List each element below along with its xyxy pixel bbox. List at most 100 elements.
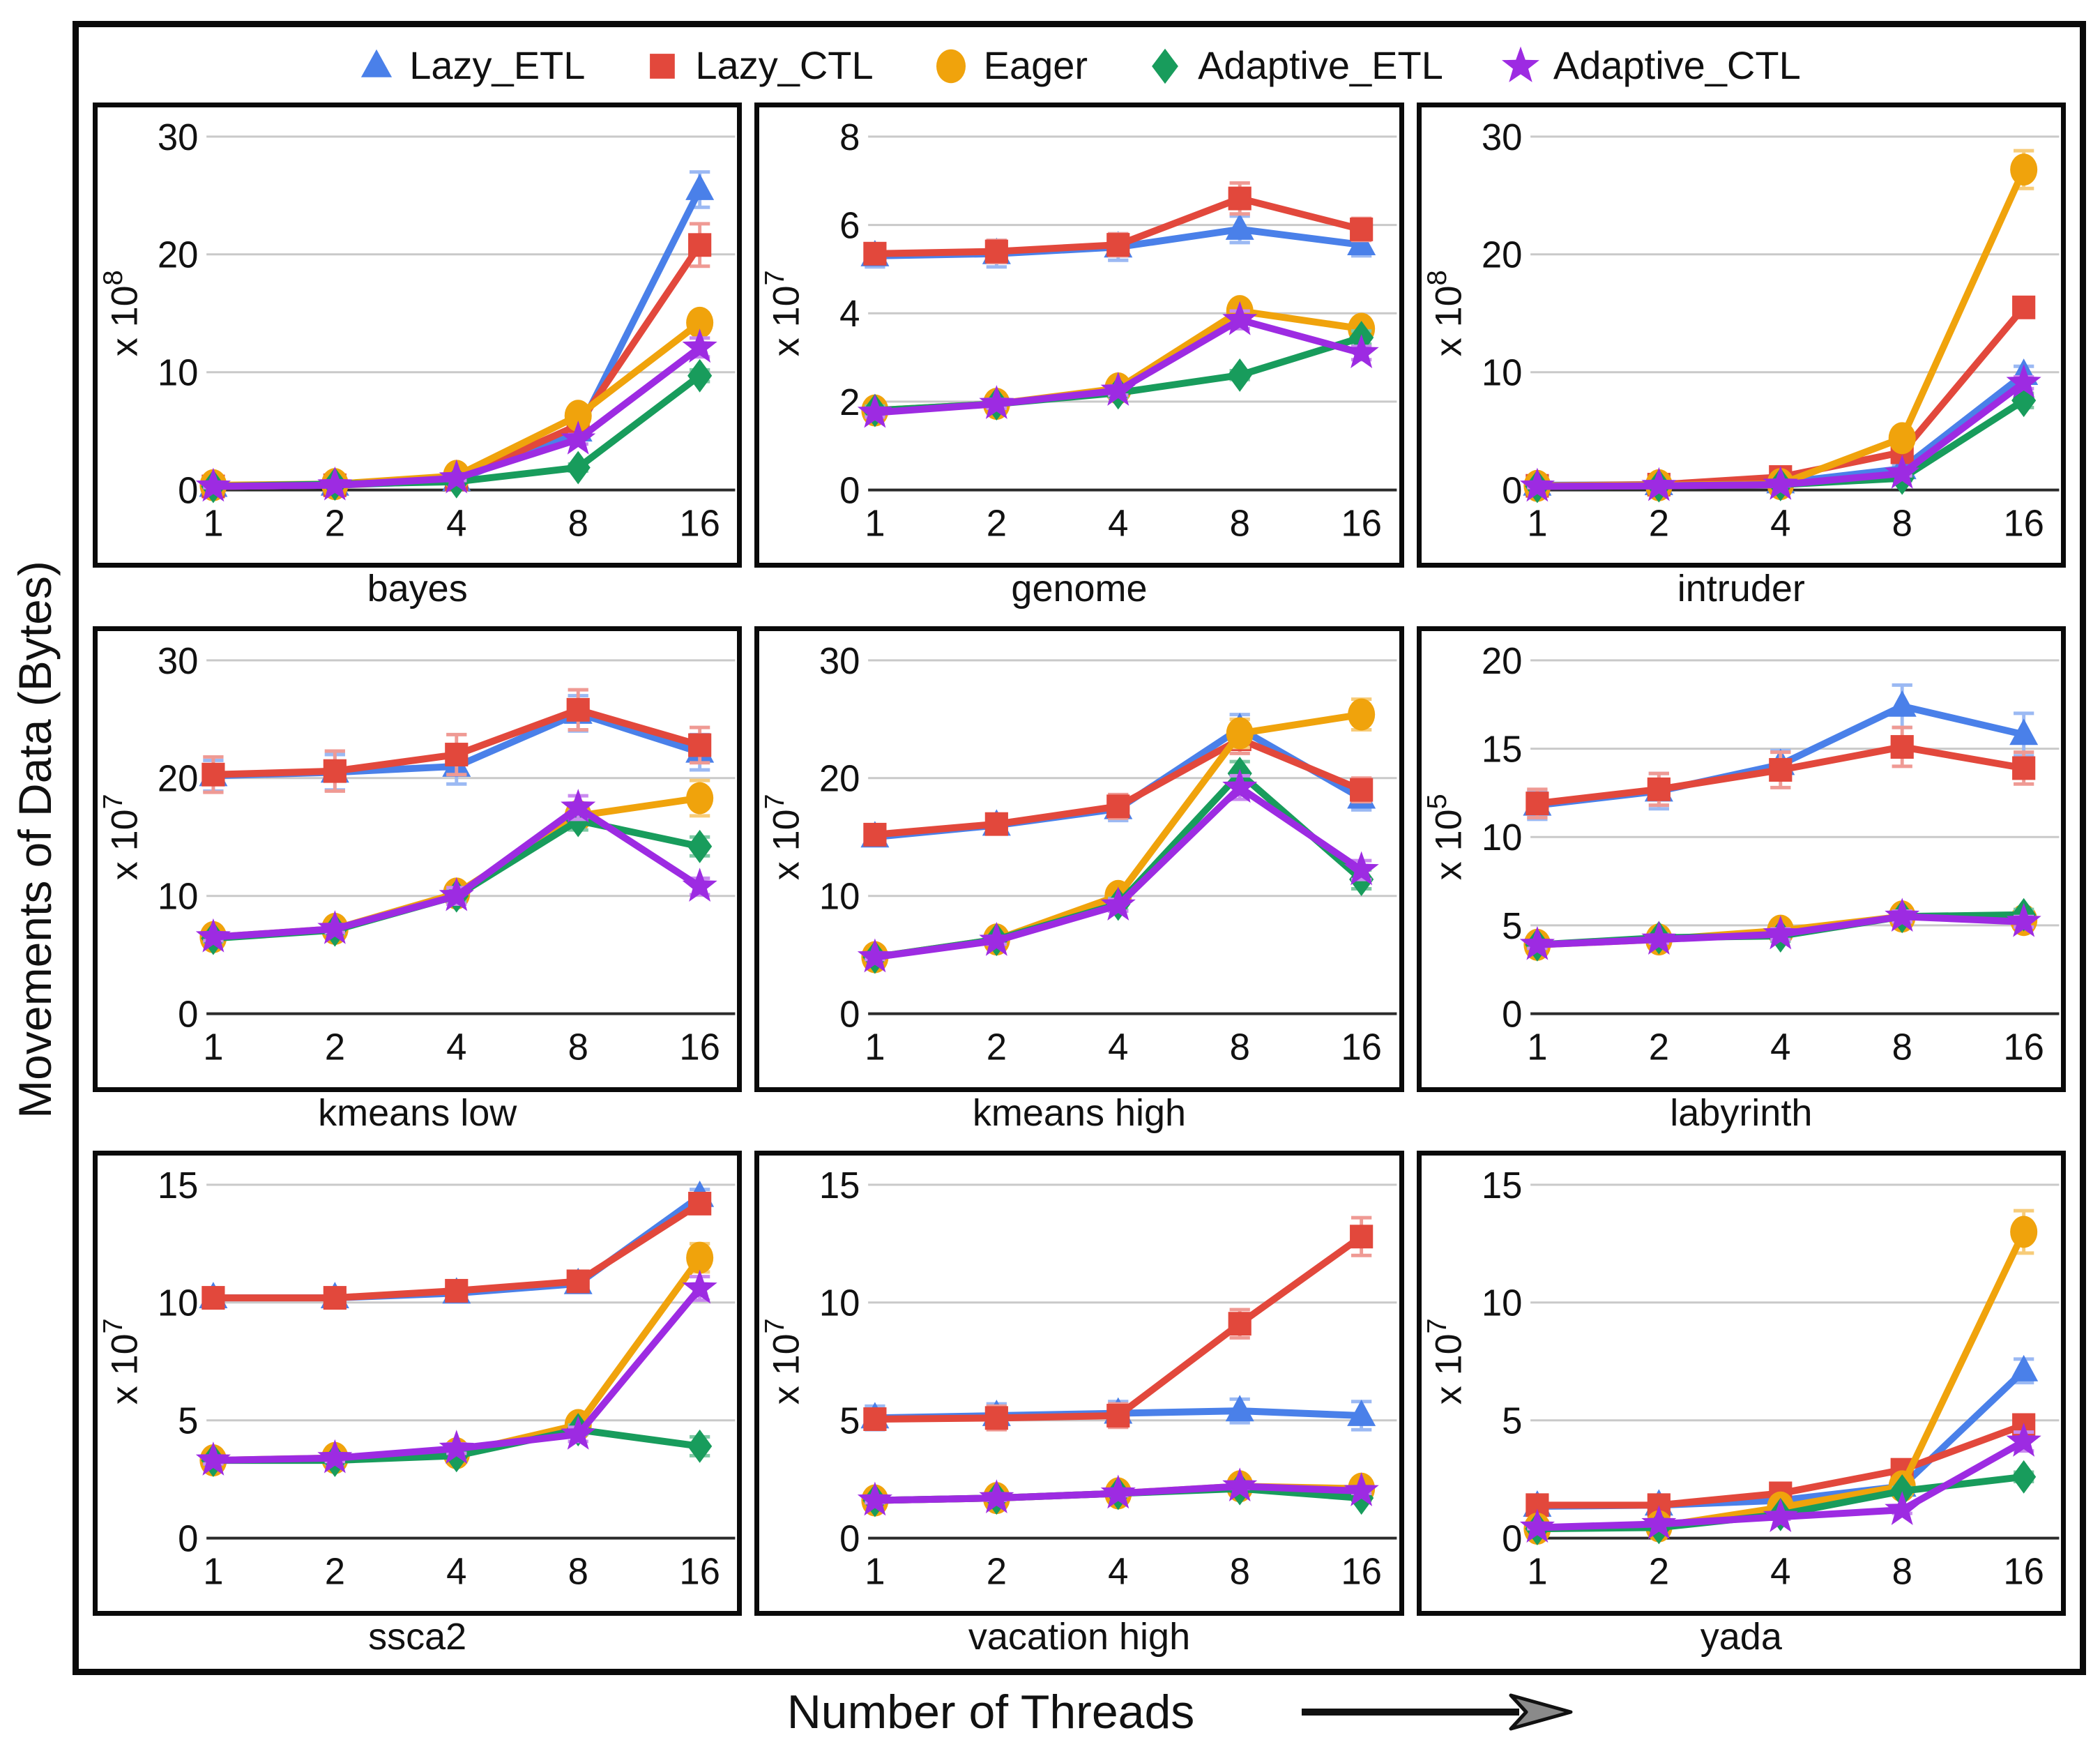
svg-text:10: 10 xyxy=(1481,817,1522,859)
subplot-genome: 0 2 4 6 8 1 2 4 8 16 x 107 genome xyxy=(754,103,1404,611)
plot-frame: 0 5 10 15 20 1 2 4 8 16 x 105 xyxy=(1416,626,2066,1092)
subplot-title: kmeans low xyxy=(318,1091,517,1134)
svg-text:1: 1 xyxy=(865,503,885,545)
svg-text:8: 8 xyxy=(568,1027,588,1068)
svg-text:8: 8 xyxy=(1230,1027,1250,1068)
svg-text:15: 15 xyxy=(158,1165,199,1206)
svg-text:2: 2 xyxy=(325,1027,345,1068)
svg-text:10: 10 xyxy=(1481,1282,1522,1324)
chart-canvas: 0 10 20 30 1 2 4 8 16 x 108 xyxy=(1422,116,2060,545)
svg-text:30: 30 xyxy=(158,641,199,683)
svg-text:30: 30 xyxy=(1481,116,1522,158)
svg-text:4: 4 xyxy=(1108,1027,1128,1068)
subplot-title: yada xyxy=(1700,1615,1782,1658)
legend-label: Eager xyxy=(983,43,1088,87)
svg-text:4: 4 xyxy=(1770,1027,1790,1068)
series-Lazy_CTL xyxy=(201,688,712,794)
triangle-marker-icon xyxy=(358,46,395,84)
svg-text:x 107: x 107 xyxy=(760,794,807,881)
svg-text:15: 15 xyxy=(1481,1165,1522,1206)
svg-text:4: 4 xyxy=(1770,503,1790,545)
svg-text:4: 4 xyxy=(1770,1551,1790,1593)
svg-text:16: 16 xyxy=(679,1027,720,1068)
svg-text:15: 15 xyxy=(1481,729,1522,771)
svg-text:20: 20 xyxy=(819,759,860,801)
x-axis-label-row: Number of Threads xyxy=(132,1681,2100,1743)
svg-text:8: 8 xyxy=(568,503,588,545)
svg-text:8: 8 xyxy=(1230,503,1250,545)
svg-text:8: 8 xyxy=(1892,503,1912,545)
subplot-bayes: 0 10 20 30 1 2 4 8 16 x 108 bayes xyxy=(93,103,743,611)
subplot-grid: 0 10 20 30 1 2 4 8 16 x 108 bayes 0 2 4 6 8 1 2 4 8 16 x 10… xyxy=(79,98,2080,1669)
svg-text:2: 2 xyxy=(987,1027,1007,1068)
svg-text:30: 30 xyxy=(819,641,860,683)
series-Adaptive_CTL xyxy=(195,1269,717,1476)
svg-text:4: 4 xyxy=(446,1027,466,1068)
legend-item-adaptive-ctl: Adaptive_CTL xyxy=(1501,43,1801,88)
y-axis-label: Movements of Data (Bytes) xyxy=(9,561,61,1119)
series-Adaptive_CTL xyxy=(1519,363,2041,502)
series-Adaptive_ETL xyxy=(862,757,1374,974)
series-Lazy_CTL xyxy=(1525,725,2035,820)
chart-canvas: 0 5 10 15 1 2 4 8 16 x 107 xyxy=(98,1165,736,1593)
svg-text:16: 16 xyxy=(2003,503,2044,545)
svg-text:8: 8 xyxy=(1892,1027,1912,1068)
svg-text:4: 4 xyxy=(446,503,466,545)
legend-label: Lazy_ETL xyxy=(409,43,586,87)
square-marker-icon xyxy=(644,46,681,84)
svg-text:10: 10 xyxy=(158,1282,199,1324)
svg-text:20: 20 xyxy=(1481,641,1522,683)
svg-text:0: 0 xyxy=(839,1518,860,1560)
svg-text:30: 30 xyxy=(158,116,199,158)
svg-text:x 107: x 107 xyxy=(760,270,807,356)
subplot-vacation-high: 0 5 10 15 1 2 4 8 16 x 107 vacation high xyxy=(754,1150,1404,1659)
svg-text:10: 10 xyxy=(158,352,199,394)
subplot-kmeans-low: 0 10 20 30 1 2 4 8 16 x 107 kmeans low xyxy=(93,626,743,1135)
series-Eager xyxy=(861,697,1376,974)
subplot-title: ssca2 xyxy=(368,1615,467,1658)
series-Eager xyxy=(1523,1209,2037,1545)
subplot-labyrinth: 0 5 10 15 20 1 2 4 8 16 x 105 labyrinth xyxy=(1416,626,2066,1135)
svg-text:16: 16 xyxy=(2003,1027,2044,1068)
svg-text:8: 8 xyxy=(1892,1551,1912,1593)
series-Adaptive_CTL xyxy=(195,328,717,502)
svg-text:2: 2 xyxy=(325,1551,345,1593)
series-Lazy_CTL xyxy=(863,181,1374,266)
svg-text:6: 6 xyxy=(839,205,860,247)
legend: Lazy_ETL Lazy_CTL Eager Adaptive_ETL Ada… xyxy=(79,27,2080,98)
svg-text:20: 20 xyxy=(158,759,199,801)
plot-frame: 0 10 20 30 1 2 4 8 16 x 107 xyxy=(93,626,743,1092)
legend-label: Adaptive_ETL xyxy=(1198,43,1443,87)
right-arrow-icon xyxy=(1302,1693,1573,1731)
series-Adaptive_CTL xyxy=(858,301,1380,428)
plot-frame: 0 2 4 6 8 1 2 4 8 16 x 107 xyxy=(754,103,1404,568)
series-Lazy_CTL xyxy=(201,1191,712,1310)
svg-text:2: 2 xyxy=(1648,1027,1668,1068)
svg-text:0: 0 xyxy=(1502,470,1522,512)
legend-item-adaptive-etl: Adaptive_ETL xyxy=(1146,43,1443,88)
svg-text:0: 0 xyxy=(178,994,198,1036)
subplot-kmeans-high: 0 10 20 30 1 2 4 8 16 x 107 kmeans high xyxy=(754,626,1404,1135)
subplot-title: vacation high xyxy=(968,1615,1191,1658)
chart-canvas: 0 2 4 6 8 1 2 4 8 16 x 107 xyxy=(760,116,1397,545)
series-Adaptive_CTL xyxy=(1519,898,2041,960)
plot-frame: 0 5 10 15 1 2 4 8 16 x 107 xyxy=(1416,1150,2066,1616)
legend-label: Lazy_CTL xyxy=(695,43,874,87)
svg-text:5: 5 xyxy=(1502,1400,1522,1442)
svg-text:x 107: x 107 xyxy=(1422,1318,1469,1404)
subplot-yada: 0 5 10 15 1 2 4 8 16 x 107 yada xyxy=(1416,1150,2066,1659)
svg-text:4: 4 xyxy=(446,1551,466,1593)
svg-text:0: 0 xyxy=(178,470,198,512)
subplot-intruder: 0 10 20 30 1 2 4 8 16 x 108 intruder xyxy=(1416,103,2066,611)
diamond-marker-icon xyxy=(1146,46,1184,84)
legend-item-eager: Eager xyxy=(932,43,1088,88)
svg-text:x 107: x 107 xyxy=(98,1318,146,1404)
circle-marker-icon xyxy=(932,46,970,84)
svg-text:8: 8 xyxy=(568,1551,588,1593)
subplot-title: kmeans high xyxy=(972,1091,1187,1134)
svg-text:2: 2 xyxy=(839,381,860,423)
figure-border: Lazy_ETL Lazy_CTL Eager Adaptive_ETL Ada… xyxy=(73,21,2086,1675)
svg-text:10: 10 xyxy=(158,876,199,918)
svg-text:x 108: x 108 xyxy=(1422,270,1469,356)
svg-text:20: 20 xyxy=(1481,234,1522,276)
